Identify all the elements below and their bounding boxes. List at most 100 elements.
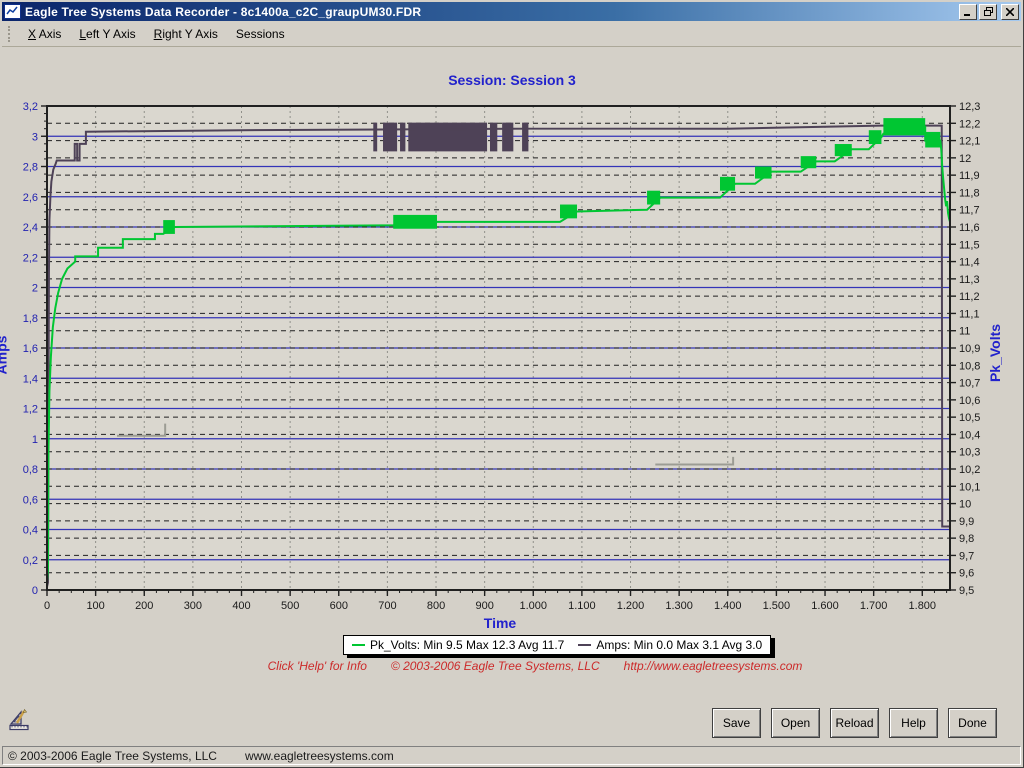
footer-note: Click 'Help' for Info © 2003-2006 Eagle T…: [0, 659, 1023, 673]
svg-text:1,4: 1,4: [23, 373, 38, 385]
legend-label: Amps: Min 0.0 Max 3.1 Avg 3.0: [596, 638, 763, 652]
legend-item-pk_volts: Pk_Volts: Min 9.5 Max 12.3 Avg 11.7: [352, 638, 564, 652]
copyright-note: © 2003-2006 Eagle Tree Systems, LLC: [390, 659, 600, 673]
svg-text:1.000: 1.000: [520, 600, 548, 612]
close-button[interactable]: [1001, 3, 1019, 20]
svg-text:200: 200: [135, 600, 153, 612]
svg-text:100: 100: [86, 600, 104, 612]
chart-plot: 00,20,40,60,811,21,41,61,822,22,42,62,83…: [23, 101, 981, 612]
svg-text:2,6: 2,6: [23, 192, 38, 204]
svg-text:11,3: 11,3: [959, 274, 980, 286]
svg-text:3,2: 3,2: [23, 101, 38, 113]
svg-text:600: 600: [330, 600, 348, 612]
left-axis-title: Amps: [0, 335, 10, 375]
minimize-button[interactable]: [959, 3, 977, 20]
svg-text:10,1: 10,1: [959, 481, 980, 493]
legend-swatch-amps: [578, 644, 592, 646]
svg-text:0: 0: [44, 600, 50, 612]
x-axis-title: Time: [483, 615, 517, 631]
svg-text:10,8: 10,8: [959, 360, 980, 372]
restore-button[interactable]: [979, 3, 997, 20]
svg-text:9,6: 9,6: [959, 568, 974, 580]
svg-text:11,7: 11,7: [959, 205, 980, 217]
help-button[interactable]: Help: [889, 708, 938, 738]
svg-text:11,5: 11,5: [959, 239, 980, 251]
svg-text:1.200: 1.200: [617, 600, 645, 612]
legend-item-amps: Amps: Min 0.0 Max 3.1 Avg 3.0: [578, 638, 762, 652]
svg-text:10,7: 10,7: [959, 378, 980, 390]
menu-item-x-axis[interactable]: X Axis: [28, 27, 62, 41]
svg-text:2,4: 2,4: [23, 222, 38, 234]
window-title: Eagle Tree Systems Data Recorder - 8c140…: [25, 4, 422, 19]
svg-text:10,6: 10,6: [959, 395, 980, 407]
svg-text:10,4: 10,4: [959, 429, 980, 441]
svg-text:1: 1: [32, 434, 38, 446]
svg-text:0,4: 0,4: [23, 525, 38, 537]
svg-text:300: 300: [184, 600, 202, 612]
chart-legend: Pk_Volts: Min 9.5 Max 12.3 Avg 11.7 Amps:…: [343, 635, 772, 655]
open-button[interactable]: Open: [771, 708, 820, 738]
svg-text:12,2: 12,2: [959, 118, 980, 130]
svg-text:1.500: 1.500: [763, 600, 791, 612]
svg-text:9,8: 9,8: [959, 533, 974, 545]
svg-text:1.300: 1.300: [665, 600, 693, 612]
svg-text:800: 800: [427, 600, 445, 612]
svg-text:11,6: 11,6: [959, 222, 980, 234]
svg-text:2,8: 2,8: [23, 162, 38, 174]
svg-text:10: 10: [959, 499, 971, 511]
svg-text:700: 700: [378, 600, 396, 612]
button-row: Save Open Reload Help Done: [712, 708, 997, 738]
menu-bar: X Axis Left Y Axis Right Y Axis Sessions: [2, 22, 1021, 47]
svg-text:1.700: 1.700: [860, 600, 888, 612]
menu-grip-icon: [8, 26, 13, 42]
svg-text:1,8: 1,8: [23, 313, 38, 325]
svg-text:10,2: 10,2: [959, 464, 980, 476]
legend-swatch-pk_volts: [352, 644, 365, 646]
status-copyright: © 2003-2006 Eagle Tree Systems, LLC: [8, 748, 217, 763]
svg-text:10,5: 10,5: [959, 412, 980, 424]
svg-text:500: 500: [281, 600, 299, 612]
svg-text:1,2: 1,2: [23, 404, 38, 416]
svg-text:9,5: 9,5: [959, 585, 974, 597]
svg-text:1.100: 1.100: [568, 600, 596, 612]
menu-item-sessions[interactable]: Sessions: [235, 27, 285, 41]
svg-text:10,3: 10,3: [959, 447, 980, 459]
svg-text:900: 900: [475, 600, 493, 612]
svg-text:0,8: 0,8: [23, 464, 38, 476]
chart-title: Session: Session 3: [448, 72, 576, 88]
done-button[interactable]: Done: [948, 708, 997, 738]
app-icon: [4, 4, 21, 19]
svg-text:11,4: 11,4: [959, 257, 980, 269]
svg-text:3: 3: [32, 131, 38, 143]
svg-text:9,7: 9,7: [959, 550, 974, 562]
status-url: www.eagletreesystems.com: [244, 748, 394, 763]
help-hint: Click 'Help' for Info: [267, 659, 367, 673]
svg-text:400: 400: [232, 600, 250, 612]
svg-text:9,9: 9,9: [959, 516, 974, 528]
website-link[interactable]: http://www.eagletreesystems.com: [623, 659, 803, 673]
svg-text:11,1: 11,1: [959, 308, 980, 320]
right-axis-title: Pk_Volts: [987, 323, 1004, 383]
menu-item-left-y-axis[interactable]: Left Y Axis: [79, 27, 136, 41]
svg-text:2: 2: [32, 283, 38, 295]
svg-text:0: 0: [32, 585, 38, 597]
svg-text:11,9: 11,9: [959, 170, 980, 182]
svg-text:1.400: 1.400: [714, 600, 742, 612]
svg-text:12,3: 12,3: [959, 101, 980, 113]
svg-text:1.800: 1.800: [909, 600, 937, 612]
svg-text:1,6: 1,6: [23, 343, 38, 355]
svg-text:0,6: 0,6: [23, 494, 38, 506]
svg-text:12,1: 12,1: [959, 136, 980, 148]
menu-item-right-y-axis[interactable]: Right Y Axis: [153, 27, 218, 41]
legend-label: Pk_Volts: Min 9.5 Max 12.3 Avg 11.7: [370, 638, 565, 652]
svg-text:11,2: 11,2: [959, 291, 980, 303]
status-bar: © 2003-2006 Eagle Tree Systems, LLC www.…: [2, 746, 1021, 765]
svg-text:11: 11: [959, 326, 970, 338]
title-bar: Eagle Tree Systems Data Recorder - 8c140…: [2, 2, 1021, 21]
reload-button[interactable]: Reload: [830, 708, 879, 738]
svg-text:10,9: 10,9: [959, 343, 980, 355]
svg-text:11,8: 11,8: [959, 187, 980, 199]
svg-text:1.600: 1.600: [811, 600, 839, 612]
save-button[interactable]: Save: [712, 708, 761, 738]
